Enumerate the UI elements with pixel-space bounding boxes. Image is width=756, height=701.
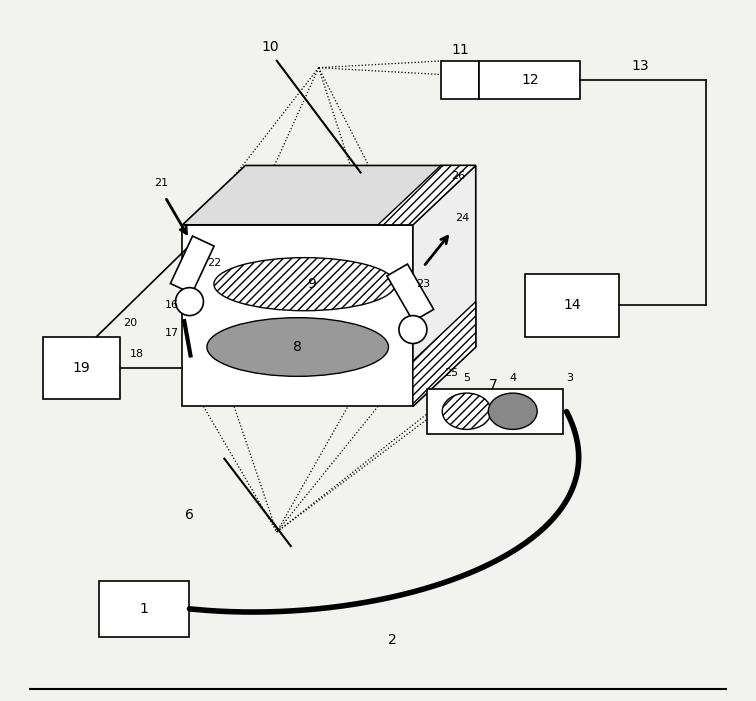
- Text: 9: 9: [307, 277, 316, 291]
- Bar: [170, 236, 214, 294]
- Text: 8: 8: [293, 340, 302, 354]
- Text: 18: 18: [130, 349, 144, 359]
- Polygon shape: [182, 165, 476, 225]
- Text: 7: 7: [489, 379, 497, 393]
- Text: 12: 12: [521, 73, 539, 87]
- Bar: [427, 389, 563, 435]
- Text: 4: 4: [510, 374, 516, 383]
- Text: 6: 6: [185, 508, 194, 522]
- Text: 20: 20: [123, 318, 137, 327]
- Polygon shape: [182, 225, 413, 407]
- Text: 11: 11: [451, 43, 469, 57]
- Text: 19: 19: [73, 361, 90, 375]
- Text: 5: 5: [463, 374, 470, 383]
- Text: 3: 3: [566, 374, 574, 383]
- Text: 2: 2: [388, 633, 396, 647]
- Ellipse shape: [442, 393, 491, 430]
- Bar: [99, 581, 190, 637]
- Text: 24: 24: [454, 213, 469, 223]
- Bar: [479, 61, 581, 99]
- Text: 14: 14: [563, 298, 581, 312]
- Text: 17: 17: [165, 328, 179, 338]
- Bar: [43, 336, 119, 400]
- Ellipse shape: [214, 258, 395, 311]
- Ellipse shape: [399, 315, 427, 343]
- Text: 23: 23: [417, 279, 430, 290]
- Text: 13: 13: [631, 59, 649, 73]
- Text: 25: 25: [445, 368, 458, 379]
- Polygon shape: [413, 165, 476, 407]
- Text: 1: 1: [140, 602, 148, 616]
- Text: 21: 21: [154, 178, 169, 188]
- Text: 22: 22: [207, 258, 221, 268]
- Polygon shape: [413, 301, 476, 407]
- Bar: [387, 264, 434, 321]
- Ellipse shape: [207, 318, 389, 376]
- Polygon shape: [378, 165, 476, 225]
- Bar: [525, 273, 619, 336]
- Ellipse shape: [175, 287, 203, 315]
- Bar: [441, 61, 479, 99]
- Text: 10: 10: [261, 40, 279, 54]
- Text: 16: 16: [165, 300, 179, 310]
- Ellipse shape: [488, 393, 538, 430]
- Text: 26: 26: [451, 171, 466, 181]
